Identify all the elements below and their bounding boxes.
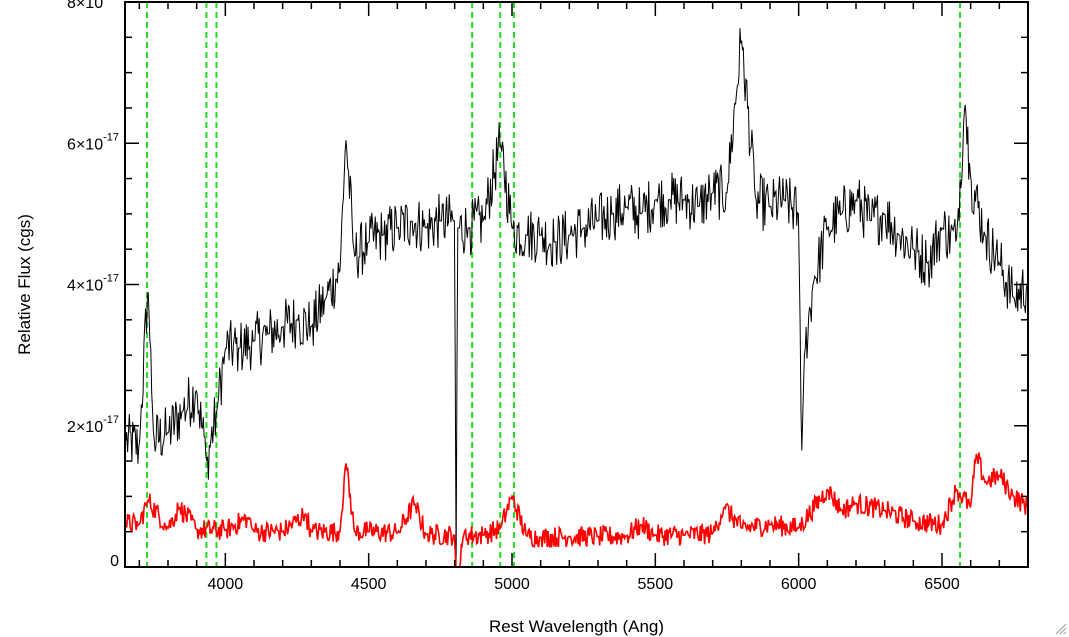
y-tick-labels: 0 2×10-17 4×10-17 6×10-17 8×10-17 — [67, 0, 119, 570]
x-tick-label: 6000 — [781, 576, 817, 593]
object-spectrum-line — [125, 28, 1028, 567]
y-tick-label: 4×10-17 — [67, 273, 119, 295]
x-axis-label: Rest Wavelength (Ang) — [489, 617, 664, 636]
y-tick-label: 0 — [110, 553, 119, 570]
error-spectrum-line — [125, 452, 1028, 567]
x-tick-labels: 4000 4500 5000 5500 6000 6500 — [208, 576, 960, 593]
y-tick-label: 2×10-17 — [67, 414, 119, 436]
plot-frame — [124, 1, 1029, 568]
x-tick-label: 4500 — [351, 576, 387, 593]
y-axis-label: Relative Flux (cgs) — [15, 214, 34, 355]
y-tick-label: 8×10-17 — [67, 0, 119, 12]
resize-grip-icon[interactable] — [1053, 621, 1067, 635]
emission-line-markers — [146, 2, 962, 567]
y-tick-label: 6×10-17 — [67, 131, 119, 153]
spectrum-series — [125, 28, 1028, 567]
x-tick-label: 4000 — [208, 576, 244, 593]
axis-ticks — [125, 1, 1029, 568]
x-tick-label: 5500 — [638, 576, 674, 593]
x-tick-label: 5000 — [494, 576, 530, 593]
x-tick-label: 6500 — [924, 576, 960, 593]
